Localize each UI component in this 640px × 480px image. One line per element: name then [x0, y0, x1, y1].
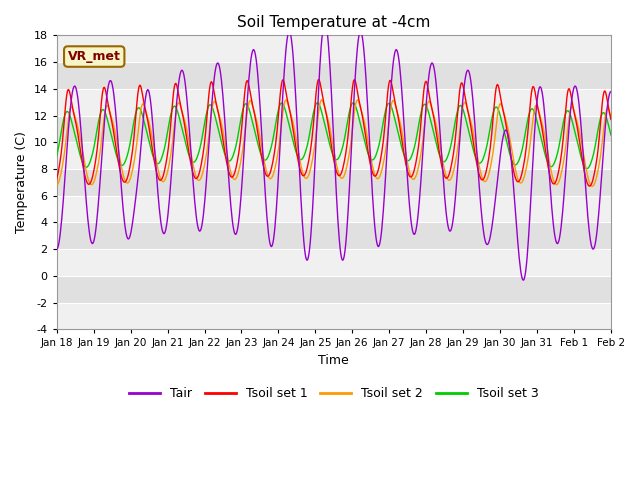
Y-axis label: Temperature (C): Temperature (C) [15, 132, 28, 233]
Bar [57, 62, 611, 89]
Bar [57, 222, 611, 249]
Title: Soil Temperature at -4cm: Soil Temperature at -4cm [237, 15, 431, 30]
Bar [57, 89, 611, 116]
Bar [57, 249, 611, 276]
Bar [57, 36, 611, 62]
X-axis label: Time: Time [319, 354, 349, 367]
Text: VR_met: VR_met [68, 50, 121, 63]
Bar [57, 196, 611, 222]
Bar [57, 276, 611, 302]
Legend: Tair, Tsoil set 1, Tsoil set 2, Tsoil set 3: Tair, Tsoil set 1, Tsoil set 2, Tsoil se… [124, 383, 544, 406]
Bar [57, 302, 611, 329]
Bar [57, 169, 611, 196]
Bar [57, 116, 611, 142]
Bar [57, 142, 611, 169]
